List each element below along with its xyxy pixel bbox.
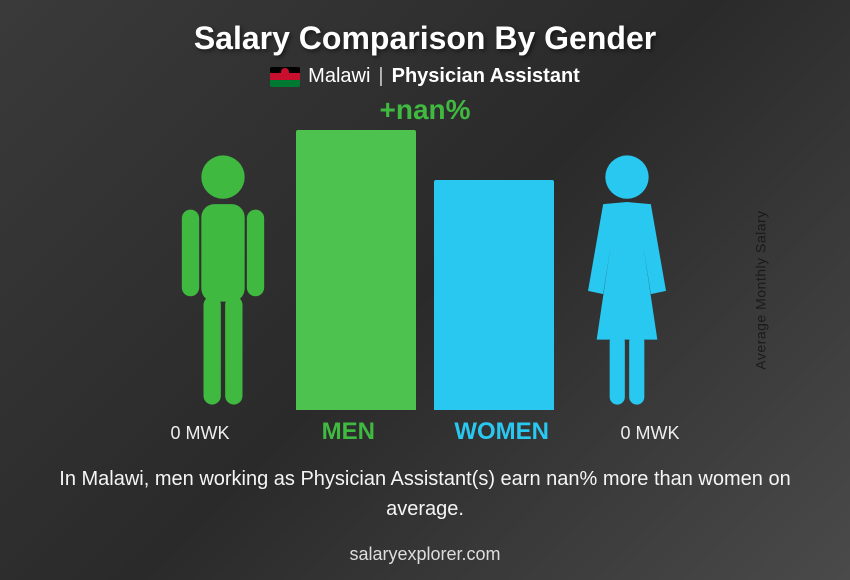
subtitle: Malawi | Physician Assistant xyxy=(270,65,580,88)
women-value: 0 MWK xyxy=(595,423,705,444)
divider: | xyxy=(378,65,383,88)
women-bar-col xyxy=(434,128,554,410)
men-figure-col xyxy=(168,128,278,410)
women-label: WOMEN xyxy=(442,418,562,446)
flag-stripe-2 xyxy=(270,73,300,80)
women-figure-col xyxy=(572,128,682,410)
percent-diff: +nan% xyxy=(379,94,470,126)
woman-icon xyxy=(572,150,682,410)
flag-sun xyxy=(281,68,289,73)
men-bar-col xyxy=(296,128,416,410)
men-bar xyxy=(296,130,416,410)
man-icon xyxy=(168,150,278,410)
y-axis-label: Average Monthly Salary xyxy=(752,210,768,369)
description: In Malawi, men working as Physician Assi… xyxy=(50,464,800,524)
chart-area xyxy=(168,128,682,410)
men-value: 0 MWK xyxy=(145,423,255,444)
country-label: Malawi xyxy=(308,65,370,88)
flag-stripe-3 xyxy=(270,80,300,87)
men-label: MEN xyxy=(288,418,408,446)
women-bar xyxy=(434,180,554,410)
labels-row: 0 MWK MEN WOMEN 0 MWK xyxy=(145,418,705,446)
footer-source: salaryexplorer.com xyxy=(349,544,500,565)
flag-icon xyxy=(270,67,300,87)
page-title: Salary Comparison By Gender xyxy=(194,20,656,57)
job-title: Physician Assistant xyxy=(392,65,580,88)
